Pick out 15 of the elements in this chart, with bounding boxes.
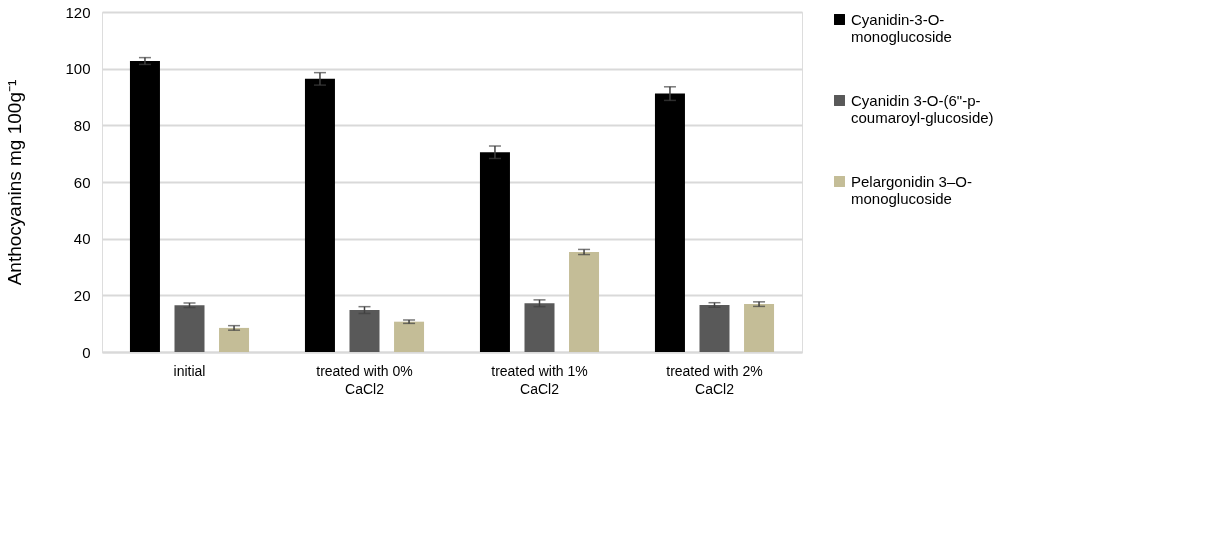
x-tick-label: treated with 2% CaCl2 <box>666 362 763 397</box>
x-tick-label: initial <box>173 362 206 379</box>
y-tick-label: 120 <box>65 3 91 21</box>
y-tick-label: 0 <box>82 343 91 361</box>
x-tick-label: treated with 0% CaCl2 <box>316 362 413 397</box>
y-tick-label: 60 <box>73 173 91 191</box>
y-tick-label: 40 <box>73 230 91 248</box>
y-tick-label: 100 <box>65 60 91 78</box>
y-tick-label: 80 <box>73 116 91 134</box>
legend-label: Cyanidin 3-O-(6"-p-coumaroyl-glucoside) <box>851 91 994 126</box>
y-axis-title: Anthocyanins mg 100g⁻¹ <box>4 79 26 286</box>
x-tick-label: treated with 1% CaCl2 <box>491 362 588 397</box>
legend-label: Cyanidin-3-O-monoglucoside <box>851 10 952 45</box>
y-tick-label: 20 <box>73 286 91 304</box>
legend-label: Pelargonidin 3–O-monoglucoside <box>851 172 972 207</box>
